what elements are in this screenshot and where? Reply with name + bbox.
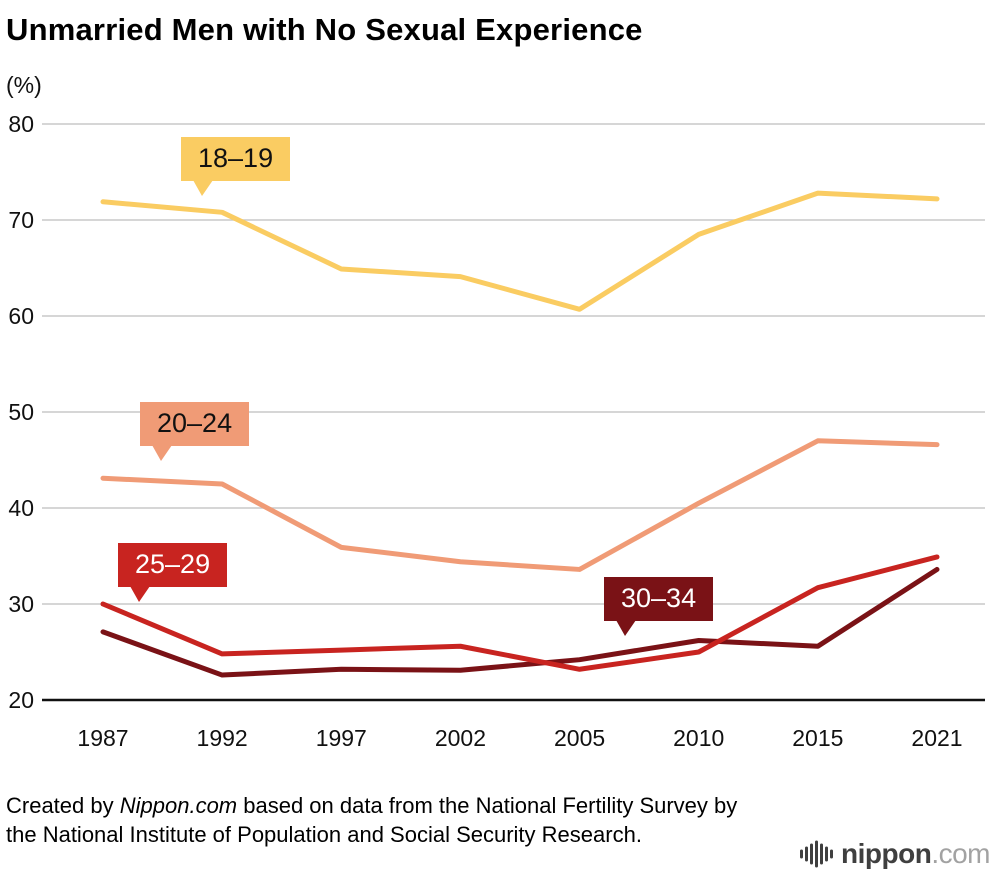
line-chart-canvas: 20 30 40 50 60 70 80 1987 1992 1997 2002 2005 2010 20… <box>8 111 985 751</box>
caption-suffix: based on data from the National Fertilit… <box>6 793 738 848</box>
y-axis-unit-label: (%) <box>6 72 42 98</box>
x-tick-label: 1997 <box>316 725 367 751</box>
y-tick-label: 40 <box>8 495 34 521</box>
x-tick-label: 2015 <box>792 725 843 751</box>
x-tick-label: 2010 <box>673 725 724 751</box>
chart-title: Unmarried Men with No Sexual Experience <box>6 12 643 47</box>
source-caption: Created by Nippon.com based on data from… <box>6 791 754 850</box>
series-label-20-24: 20–24 <box>140 402 250 461</box>
series-label-tail <box>152 444 172 461</box>
x-tick-label: 1987 <box>77 725 128 751</box>
nippon-logo: nippon.com <box>800 838 990 870</box>
logo-name: nippon <box>841 838 932 869</box>
caption-source-name: Nippon.com <box>119 793 238 818</box>
logo-domain: .com <box>931 838 990 869</box>
series-line-20-24 <box>100 438 940 572</box>
series-label-tail <box>193 179 213 196</box>
y-tick-label: 60 <box>8 303 34 329</box>
y-tick-label: 20 <box>8 687 34 713</box>
series-label-18-19: 18–19 <box>181 137 291 196</box>
series-line-18-19 <box>100 190 940 312</box>
series-line-25-29 <box>100 554 940 672</box>
x-tick-label: 2021 <box>911 725 962 751</box>
y-tick-label: 50 <box>8 399 34 425</box>
x-tick-label: 2005 <box>554 725 605 751</box>
y-tick-label: 80 <box>8 111 34 137</box>
series-line-30-34 <box>100 566 940 678</box>
series-label-30-34: 30–34 <box>604 577 714 636</box>
series-label-tail <box>616 619 636 636</box>
x-tick-label: 1992 <box>197 725 248 751</box>
y-tick-label: 30 <box>8 591 34 617</box>
series-label-tail <box>130 585 150 602</box>
y-tick-label: 70 <box>8 207 34 233</box>
series-label-25-29: 25–29 <box>118 543 228 602</box>
soundwave-icon <box>800 840 834 868</box>
x-tick-label: 2002 <box>435 725 486 751</box>
caption-prefix: Created by <box>6 793 120 818</box>
line-chart: 20 30 40 50 60 70 80 1987 1992 1997 2002 2005 2010 20… <box>0 103 1000 763</box>
